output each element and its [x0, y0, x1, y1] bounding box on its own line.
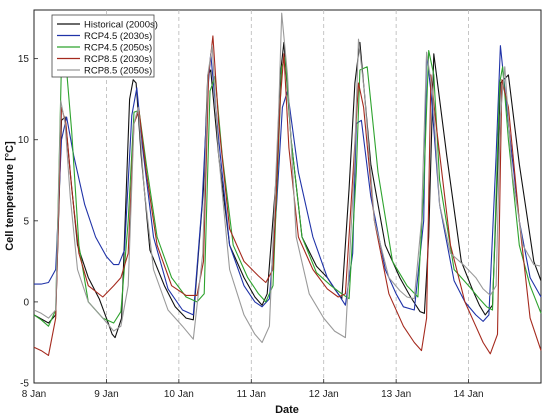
legend-label: RCP4.5 (2030s): [84, 31, 152, 42]
x-tick-label: 8 Jan: [22, 389, 46, 400]
series-line-4: [33, 35, 542, 356]
y-axis-ticks: -5 0 5 10 15: [18, 54, 38, 390]
legend-label: RCP8.5 (2030s): [84, 54, 152, 65]
x-axis-ticks: 8 Jan 9 Jan 10 Jan 11 Jan 12 Jan 13 Jan 14 Jan: [22, 379, 484, 400]
y-tick-label: 5: [23, 216, 29, 227]
x-tick-label: 11 Jan: [237, 389, 266, 400]
x-tick-label: 12 Jan: [309, 389, 339, 400]
x-tick-label: 13 Jan: [381, 389, 411, 400]
series-lines: [33, 12, 542, 356]
legend-items: Historical (2000s)RCP4.5 (2030s)RCP4.5 (…: [57, 19, 158, 76]
legend-label: RCP4.5 (2050s): [84, 42, 152, 53]
y-tick-label: -5: [20, 379, 29, 390]
x-tick-label: 14 Jan: [454, 389, 484, 400]
y-axis-label: Cell temperature [°C]: [4, 141, 16, 251]
y-tick-label: 15: [18, 54, 30, 65]
legend-label: RCP8.5 (2050s): [84, 65, 152, 76]
series-line-2: [34, 45, 542, 322]
legend-box: [51, 14, 155, 78]
legend-label: Historical (2000s): [84, 19, 158, 30]
series-line-5: [33, 12, 542, 344]
y-tick-label: 0: [23, 297, 29, 308]
grid-lines: [106, 10, 469, 383]
series-line-3: [33, 49, 542, 327]
legend: Historical (2000s)RCP4.5 (2030s)RCP4.5 (…: [51, 14, 158, 78]
x-tick-label: 9 Jan: [94, 389, 118, 400]
y-tick-label: 10: [18, 135, 30, 146]
x-axis-label: Date: [275, 404, 299, 416]
x-tick-label: 10 Jan: [164, 389, 194, 400]
